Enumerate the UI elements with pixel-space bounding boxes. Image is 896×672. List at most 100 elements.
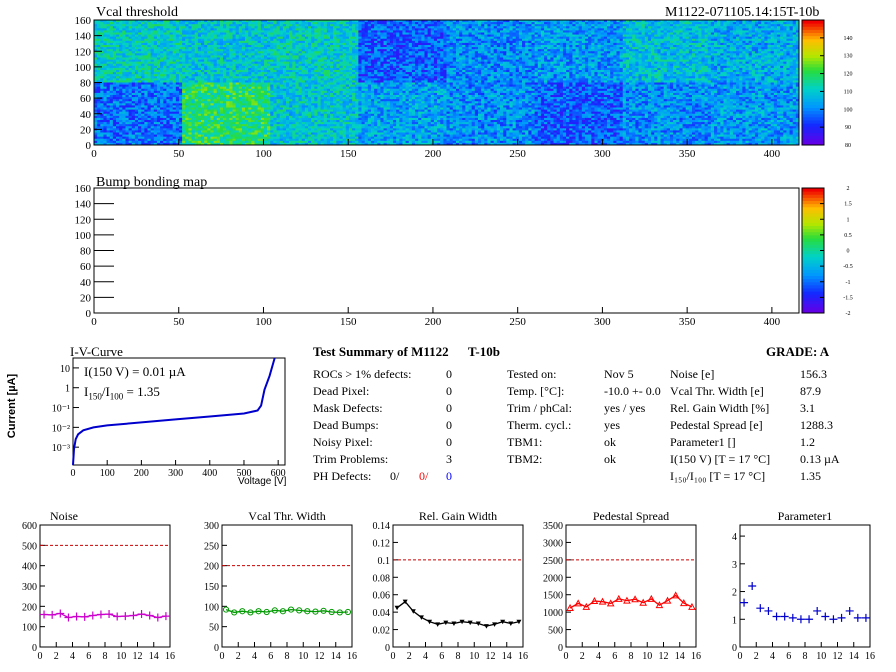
map-cell [109, 78, 114, 81]
map-cell [301, 34, 306, 38]
map-cell [194, 32, 199, 35]
map-cell [210, 51, 214, 54]
map-cell [166, 74, 170, 77]
map-cell [251, 70, 255, 73]
map-cell [311, 76, 315, 79]
map-cell [178, 57, 183, 60]
map-cell [147, 49, 152, 52]
map-cell [106, 74, 111, 77]
map-cell [125, 61, 130, 65]
map-cell [128, 80, 133, 83]
map-cell [248, 42, 252, 46]
map-cell [311, 47, 315, 50]
map-cell [352, 32, 356, 35]
map-cell [229, 26, 233, 29]
map-cell [185, 72, 189, 75]
map-cell [279, 45, 284, 48]
map-cell [100, 20, 104, 23]
map-cell [141, 70, 145, 73]
map-cell [197, 61, 202, 65]
map-cell [333, 80, 337, 83]
map-cell [175, 20, 180, 23]
map-cell [197, 38, 202, 42]
map-cell [263, 47, 268, 50]
map-cell [257, 49, 262, 52]
map-cell [314, 32, 318, 35]
map-cell [109, 28, 114, 31]
map-cell [260, 55, 265, 58]
map-cell [289, 72, 293, 75]
map-cell [150, 76, 155, 79]
map-cell [103, 76, 107, 79]
map-cell [175, 61, 180, 65]
map-cell [301, 55, 306, 58]
map-cell [160, 72, 164, 75]
map-cell [163, 80, 167, 83]
map-cell [304, 20, 309, 23]
map-cell [314, 70, 318, 73]
map-cell [138, 47, 142, 50]
map-cell [197, 36, 202, 40]
map-cell [116, 51, 120, 54]
map-cell [314, 42, 318, 46]
map-cell [323, 72, 328, 75]
map-cell [213, 57, 218, 60]
map-cell [289, 51, 293, 54]
map-cell [424, 36, 429, 40]
map-cell [166, 28, 170, 31]
map-cell [330, 42, 334, 46]
map-cell [311, 70, 315, 73]
map-cell [122, 28, 126, 31]
map-cell [188, 74, 192, 77]
map-cell [216, 72, 221, 75]
map-cell [201, 53, 205, 56]
map-cell [330, 30, 334, 33]
map-cell [134, 26, 139, 29]
map-cell [138, 38, 142, 42]
map-cell [377, 36, 381, 40]
map-cell [94, 80, 98, 83]
map-cell [141, 49, 145, 52]
map-cell [358, 34, 362, 38]
map-cell [153, 32, 158, 35]
map-cell [141, 24, 145, 27]
map-cell [245, 32, 249, 35]
map-cell [188, 28, 192, 31]
map-cell [257, 57, 262, 60]
map-cell [141, 74, 145, 77]
map-cell [216, 76, 221, 79]
map-cell [245, 72, 249, 75]
map-cell [197, 32, 202, 35]
map-cell [235, 22, 240, 25]
map-cell [166, 38, 170, 42]
map-cell [377, 20, 381, 23]
map-cell [223, 30, 227, 33]
map-cell [226, 67, 230, 71]
map-cell [197, 34, 202, 38]
map-cell [169, 67, 174, 71]
map-cell [116, 47, 120, 50]
map-cell [175, 22, 180, 25]
map-cell [279, 40, 284, 44]
map-cell [367, 22, 372, 25]
map-cell [175, 34, 180, 38]
map-cell [235, 70, 240, 73]
map-cell [166, 24, 170, 27]
map-cell [260, 70, 265, 73]
map-cell [100, 34, 104, 38]
map-cell [141, 28, 145, 31]
map-cell [289, 61, 293, 65]
map-cell [229, 76, 233, 79]
map-cell [317, 76, 322, 79]
map-cell [201, 47, 205, 50]
map-cell [125, 78, 130, 81]
map-cell [304, 74, 309, 77]
map-cell [125, 55, 130, 58]
map-cell [393, 30, 397, 33]
map-cell [282, 70, 287, 73]
map-cell [138, 24, 142, 27]
map-cell [210, 63, 214, 67]
map-cell [175, 72, 180, 75]
map-cell [229, 51, 233, 54]
map-cell [241, 30, 246, 33]
